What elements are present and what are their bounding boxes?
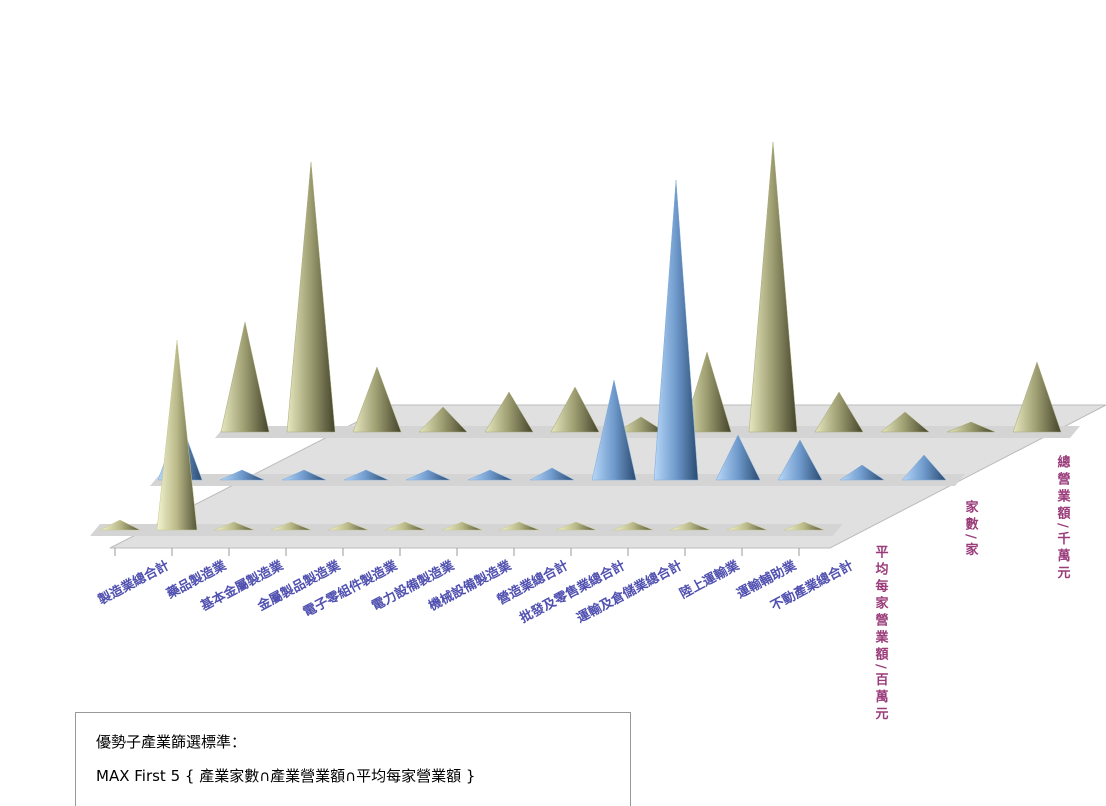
- cone: [726, 521, 768, 531]
- cone: [591, 379, 637, 481]
- cone: [213, 521, 255, 531]
- cone: [281, 469, 327, 481]
- cone: [405, 469, 451, 481]
- cone: [783, 521, 825, 531]
- cone: [270, 521, 312, 531]
- cone: [441, 521, 483, 531]
- cone: [612, 521, 654, 531]
- cone: [880, 411, 930, 433]
- cone: [286, 161, 336, 433]
- cone: [901, 454, 947, 481]
- cone: [384, 521, 426, 531]
- criteria-box: 優勢子產業篩選標準： MAX First 5 { 產業家數∩產業營業額∩平均每家…: [75, 712, 631, 806]
- series-label: 總營業額/千萬元: [1055, 454, 1072, 582]
- cone: [219, 469, 265, 481]
- cone: [220, 321, 270, 433]
- cone: [343, 469, 389, 481]
- cone: [99, 519, 141, 531]
- cone: [814, 391, 864, 433]
- category-label: 批發及零售業總合計: [517, 557, 628, 626]
- cone: [418, 406, 468, 433]
- cone: [498, 521, 540, 531]
- category-label: 運輸及倉儲業總合計: [574, 557, 685, 626]
- cone: [839, 464, 885, 481]
- cone: [327, 521, 369, 531]
- cone: [529, 467, 575, 481]
- cone: [156, 339, 198, 531]
- cone: [550, 386, 600, 433]
- cone: [653, 179, 699, 481]
- cone: [777, 439, 823, 481]
- cone: [682, 351, 732, 433]
- category-label: 製造業總合計: [95, 557, 172, 608]
- cone: [555, 521, 597, 531]
- category-label: 電子零組件製造業: [301, 557, 401, 620]
- cone: [946, 421, 996, 433]
- series-label: 平均每家營業額/百萬元: [873, 545, 890, 724]
- cone: [484, 391, 534, 433]
- series-label: 家數/家: [963, 499, 979, 559]
- note-text: MAX First 5 { 產業家數∩產業營業額∩平均每家營業額 }: [96, 767, 476, 785]
- cone: [616, 416, 666, 433]
- note-title: 優勢子產業篩選標準：: [96, 733, 247, 751]
- cone: [1012, 361, 1062, 433]
- cone: [467, 469, 513, 481]
- cone: [715, 434, 761, 481]
- cone: [748, 141, 798, 433]
- cone: [669, 521, 711, 531]
- category-label: 陸上運輸業: [677, 557, 743, 602]
- cone: [352, 366, 402, 433]
